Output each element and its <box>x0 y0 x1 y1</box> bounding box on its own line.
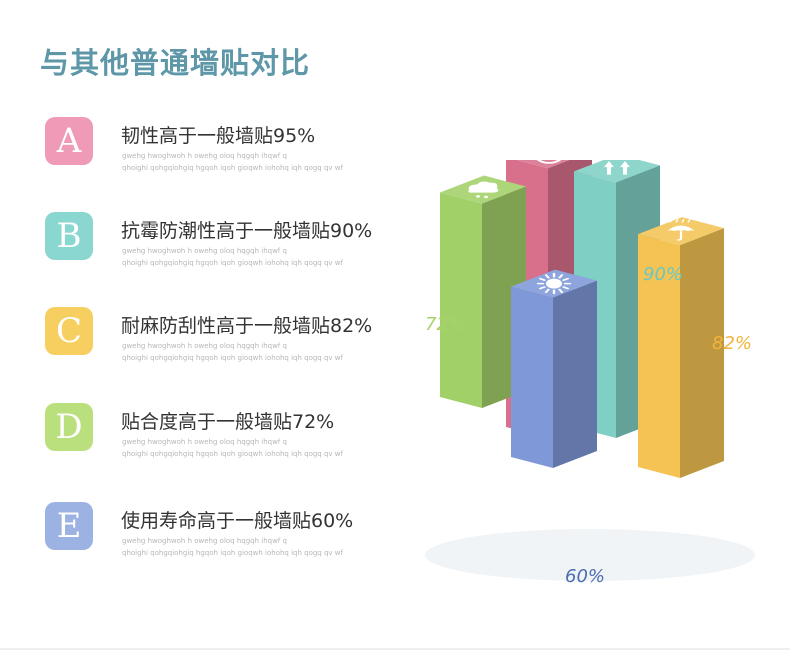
comparison-item-title: 韧性高于一般墙贴95% <box>121 125 316 147</box>
placeholder-text: gwehg hwoghwoh h owehg oloq hqgqh ihqwf … <box>122 150 343 174</box>
sun-icon <box>536 272 572 295</box>
comparison-item-title: 贴合度高于一般墙贴72% <box>121 411 335 433</box>
placeholder-line: qhoighi qohgqiohgiq hgqoh iqoh gioqwh io… <box>122 450 343 458</box>
placeholder-text: gwehg hwoghwoh h owehg oloq hqgqh ihqwf … <box>122 340 343 364</box>
placeholder-line: gwehg hwoghwoh h owehg oloq hqgqh ihqwf … <box>122 342 287 350</box>
placeholder-line: qhoighi qohgqiohgiq hgqoh iqoh gioqwh io… <box>122 259 343 267</box>
bar-5 <box>638 217 724 478</box>
footer-divider <box>0 648 790 650</box>
page-title: 与其他普通墙贴对比 <box>40 46 311 80</box>
umbrella-icon <box>667 219 695 241</box>
bar-face-right <box>680 228 724 478</box>
bar-chart: 72% 60% 90% 82% <box>400 160 780 630</box>
data-label: 90% <box>643 264 683 285</box>
sun-ray <box>544 288 550 293</box>
badge-d: D <box>45 403 93 451</box>
comparison-item-b: B 抗霉防潮性高于一般墙贴90% gwehg hwoghwoh h owehg … <box>45 212 405 274</box>
comparison-item-a: A 韧性高于一般墙贴95% gwehg hwoghwoh h owehg olo… <box>45 117 405 179</box>
sun-ray <box>562 286 570 290</box>
sun-ray <box>558 274 564 279</box>
rain-streak <box>687 219 691 223</box>
comparison-item-title: 耐麻防刮性高于一般墙贴82% <box>121 315 373 337</box>
rain-streak <box>675 219 679 223</box>
arrow-up <box>604 160 614 175</box>
placeholder-text: gwehg hwoghwoh h owehg oloq hqgqh ihqwf … <box>122 535 343 559</box>
sun-ray <box>538 277 546 281</box>
badge-a: A <box>45 117 93 165</box>
sun-ray <box>558 288 564 293</box>
bar-face-left <box>440 192 482 408</box>
sun-ray <box>562 277 570 281</box>
badge-e: E <box>45 502 93 550</box>
comparison-item-title: 抗霉防潮性高于一般墙贴90% <box>121 220 373 242</box>
bar-face-top <box>574 160 660 183</box>
data-label: 72% <box>425 314 465 335</box>
bar-face-left <box>638 234 680 478</box>
data-label: 82% <box>712 333 752 354</box>
placeholder-text: gwehg hwoghwoh h owehg oloq hqgqh ihqwf … <box>122 245 343 269</box>
comparison-item-e: E 使用寿命高于一般墙贴60% gwehg hwoghwoh h owehg o… <box>45 502 405 564</box>
umbrella-canopy <box>667 225 695 232</box>
cloud-shape <box>468 181 499 193</box>
smile-outline <box>536 160 562 164</box>
arrows-up-icon <box>604 160 630 175</box>
umbrella-handle <box>676 231 683 241</box>
bar-face-left <box>511 286 553 468</box>
badge-c: C <box>45 307 93 355</box>
comparison-item-title: 使用寿命高于一般墙贴60% <box>121 510 354 532</box>
rain-streak <box>681 219 685 223</box>
rain-streak <box>669 219 673 223</box>
data-label: 60% <box>565 566 605 587</box>
placeholder-line: gwehg hwoghwoh h owehg oloq hqgqh ihqwf … <box>122 152 287 160</box>
placeholder-line: gwehg hwoghwoh h owehg oloq hqgqh ihqwf … <box>122 247 287 255</box>
smile-icon <box>536 160 562 164</box>
comparison-item-c: C 耐麻防刮性高于一般墙贴82% gwehg hwoghwoh h owehg … <box>45 307 405 369</box>
placeholder-line: qhoighi qohgqiohgiq hgqoh iqoh gioqwh io… <box>122 549 343 557</box>
bar-chart-svg: 72% 60% 90% 82% <box>425 160 755 587</box>
sun-ray <box>544 274 550 279</box>
rain-drop <box>484 195 488 199</box>
sun-core <box>546 278 562 289</box>
badge-b: B <box>45 212 93 260</box>
bar-face-right <box>553 280 597 468</box>
rain-drop <box>476 195 480 198</box>
placeholder-text: gwehg hwoghwoh h owehg oloq hqgqh ihqwf … <box>122 436 343 460</box>
chart-floor-shadow <box>425 529 755 581</box>
placeholder-line: qhoighi qohgqiohgiq hgqoh iqoh gioqwh io… <box>122 164 343 172</box>
bar-3 <box>511 269 597 468</box>
placeholder-line: qhoighi qohgqiohgiq hgqoh iqoh gioqwh io… <box>122 354 343 362</box>
placeholder-line: gwehg hwoghwoh h owehg oloq hqgqh ihqwf … <box>122 438 287 446</box>
comparison-item-d: D 贴合度高于一般墙贴72% gwehg hwoghwoh h owehg ol… <box>45 403 405 465</box>
sun-ray <box>538 286 546 290</box>
arrow-up <box>620 160 630 175</box>
rain-cloud-icon <box>468 181 499 199</box>
placeholder-line: gwehg hwoghwoh h owehg oloq hqgqh ihqwf … <box>122 537 287 545</box>
